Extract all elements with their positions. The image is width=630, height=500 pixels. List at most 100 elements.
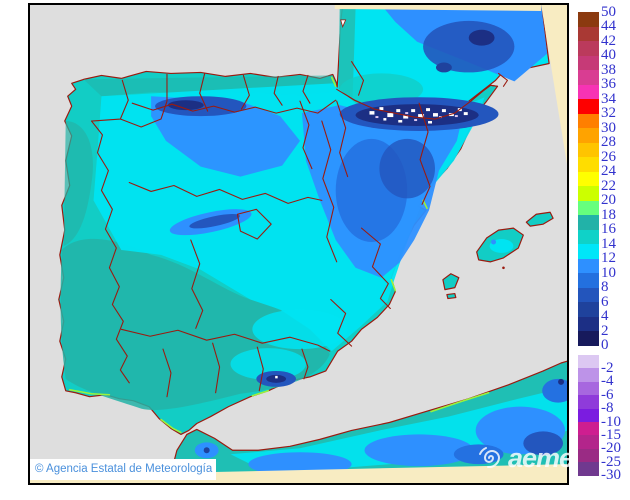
legend-label-26: 26 [601,148,616,165]
legend-block-neg-4 [578,408,599,423]
legend-label--8: -8 [601,400,614,417]
southeast-cyan-pocket [252,309,348,350]
legend-block-pos-5 [578,84,599,100]
mallorca-blue-dot [491,239,497,245]
legend-label-30: 30 [601,119,616,136]
legend-block-pos-6 [578,99,599,114]
legend-label--4: -4 [601,373,614,390]
africa-navy-speck [558,378,565,385]
legend-label-10: 10 [601,264,616,281]
aemet-logo: aemet [477,442,582,473]
legend-label-38: 38 [601,61,616,78]
morocco-tip-navy [203,447,210,454]
aemet-swirl-icon [479,447,501,469]
legend-label--30: -30 [601,467,621,484]
legend-label-12: 12 [601,250,616,266]
sierra-nevada-snow [275,375,278,379]
africa-dark-blue-3 [542,378,567,403]
france-coast-lagoon [340,19,347,28]
legend-label--20: -20 [601,440,621,457]
legend-block-pos-8 [578,128,599,143]
legend-label-24: 24 [601,163,616,179]
admin-borders [90,60,508,398]
legend-block-pos-11 [578,171,599,187]
france-navy-spot [468,29,495,46]
legend-block-pos-22 [578,331,599,346]
sierra-nevada-core [266,374,287,383]
legend-block-neg-8 [578,462,599,477]
france-navy-spot-2 [435,62,452,73]
duero-blue-blob [151,96,300,177]
portugal-north-teal [63,121,93,246]
africa-dark-blue-2 [523,431,564,456]
legend-label-22: 22 [601,177,616,194]
legend-label-32: 32 [601,105,616,121]
legend-block-neg-2 [578,381,599,396]
legend-block-neg-0 [578,355,599,369]
legend-label-20: 20 [601,192,616,208]
legend-label-8: 8 [601,279,609,295]
attribution-text: © Agencia Estatal de Meteorología [35,463,213,475]
legend-block-pos-14 [578,215,599,230]
france-dark-blue-blob [423,20,515,73]
legend-label-2: 2 [601,322,609,339]
ibiza-island [442,273,460,291]
legend-block-pos-21 [578,316,599,332]
legend-block-pos-18 [578,273,599,288]
cantabrian-navy-core [167,100,204,111]
legend-label-44: 44 [601,18,616,34]
map-frame [28,3,569,485]
weather-map-canvas [30,5,567,483]
legend-label--2: -2 [601,359,614,376]
legend-label-0: 0 [601,337,609,353]
france-coast-teal-band [338,7,356,98]
legend-label--25: -25 [601,453,621,470]
legend-block-pos-4 [578,70,599,85]
legend-block-pos-20 [578,302,599,317]
legend-block-pos-9 [578,142,599,158]
legend-block-pos-17 [578,258,599,274]
legend-label-14: 14 [601,235,616,252]
legend-label-6: 6 [601,293,609,310]
legend-block-pos-12 [578,186,599,201]
menorca-island [525,211,554,227]
legend-block-pos-7 [578,113,599,129]
france-teal-blob [339,73,424,106]
legend-label-16: 16 [601,221,616,237]
legend-label-28: 28 [601,134,616,150]
legend-label-36: 36 [601,76,616,92]
balearic-islands [442,211,554,300]
legend-label-42: 42 [601,32,616,49]
gredos-dark-core [189,213,240,229]
granada-cyan-pocket [230,348,306,380]
legend-label--6: -6 [601,386,614,403]
legend-block-pos-1 [578,26,599,42]
legend-label-34: 34 [601,90,616,107]
legend-block-pos-16 [578,244,599,259]
legend-block-neg-5 [578,422,599,436]
legend-block-neg-3 [578,395,599,410]
legend-block-pos-15 [578,229,599,245]
cabrera-island [502,266,505,270]
legend-label-18: 18 [601,206,616,223]
legend-label--15: -15 [601,426,621,443]
legend-block-pos-19 [578,287,599,303]
legend-block-pos-0 [578,12,599,27]
green-coastal-fringes [68,76,490,434]
france-landmass [336,5,550,120]
legend-block-neg-7 [578,448,599,463]
legend-block-pos-2 [578,41,599,56]
legend-block-pos-3 [578,55,599,71]
legend-block-neg-1 [578,368,599,383]
teruel-dark-blob [379,138,435,199]
legend-block-pos-10 [578,157,599,172]
aemet-logo-text: aemet [508,442,582,473]
legend-label--10: -10 [601,413,621,430]
legend-block-neg-6 [578,435,599,450]
legend-label-4: 4 [601,308,609,324]
africa-dark-blue-1 [453,444,504,465]
africa-landmass [168,360,567,482]
formentera-island [446,292,457,300]
iberia-landmass [58,70,499,436]
